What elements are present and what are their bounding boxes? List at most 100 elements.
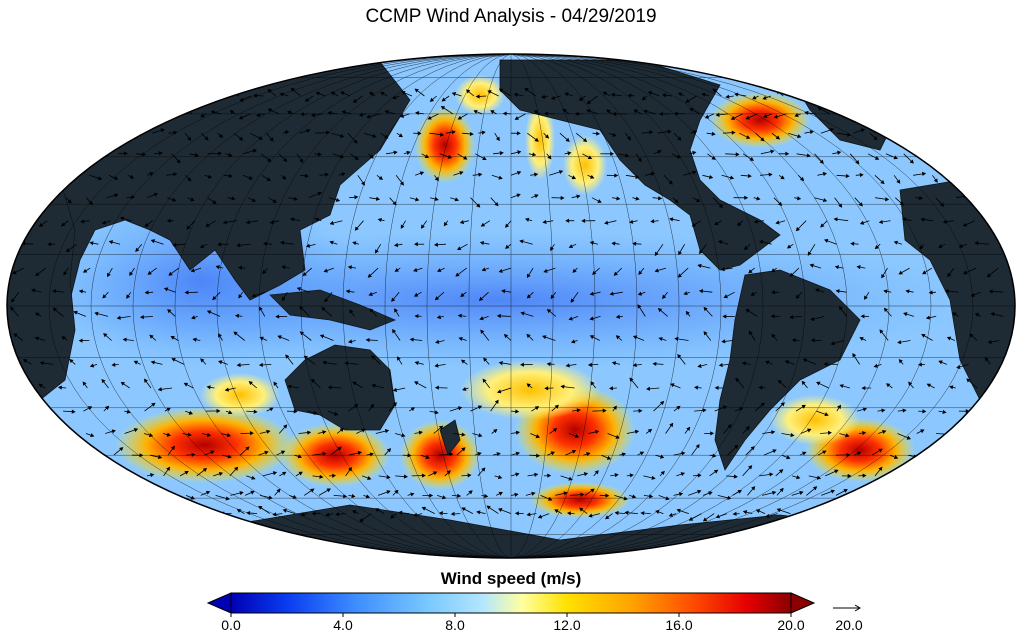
wind-arrow bbox=[739, 132, 751, 139]
wind-arrow bbox=[246, 475, 256, 480]
reference-vector-label: 20.0 bbox=[835, 617, 863, 633]
wind-arrow bbox=[551, 404, 559, 412]
wind-arrow bbox=[459, 219, 469, 225]
wind-arrow bbox=[564, 92, 574, 97]
wind-arrow bbox=[163, 432, 171, 437]
wind-arrow bbox=[799, 451, 807, 456]
wind-arrow bbox=[245, 220, 259, 225]
wind-arrow bbox=[259, 306, 266, 317]
wind-arrow bbox=[542, 219, 554, 225]
wind-arrow bbox=[300, 512, 308, 517]
wind-arrow bbox=[39, 360, 54, 366]
wind-arrow bbox=[530, 433, 540, 439]
wind-arrow bbox=[364, 132, 377, 138]
wind-arrow bbox=[609, 291, 623, 296]
longitude-line bbox=[132, 54, 512, 558]
wind-arrow bbox=[82, 267, 91, 273]
wind-arrow bbox=[340, 91, 351, 97]
south-america-landmass bbox=[714, 269, 861, 471]
wind-arrow bbox=[745, 113, 758, 120]
wind-arrow bbox=[673, 405, 681, 412]
wind-arrow bbox=[632, 335, 645, 341]
wind-arrow bbox=[450, 197, 460, 202]
wind-arrow bbox=[877, 408, 886, 413]
wind-arrow bbox=[280, 174, 287, 180]
wind-arrow bbox=[758, 385, 766, 390]
wind-arrow bbox=[721, 339, 733, 344]
wind-arrow bbox=[809, 263, 822, 269]
wind-arrow bbox=[542, 335, 556, 341]
wind-arrow bbox=[702, 513, 715, 522]
wind-arrow bbox=[592, 131, 601, 136]
wind-arrow bbox=[810, 316, 825, 321]
wind-arrow bbox=[544, 473, 552, 478]
wind-arrow bbox=[572, 267, 578, 273]
wind-arrow bbox=[905, 289, 914, 294]
wind-arrow bbox=[344, 361, 359, 366]
wind-arrow bbox=[550, 243, 555, 251]
wind-arrow bbox=[61, 220, 69, 227]
wind-arrow bbox=[52, 307, 64, 317]
wind-arrow bbox=[502, 111, 512, 116]
wind-arrow bbox=[653, 150, 662, 155]
wind-arrow bbox=[433, 425, 444, 434]
wind-arrow bbox=[737, 220, 744, 227]
wind-arrow bbox=[938, 360, 947, 365]
wind-arrow bbox=[439, 153, 452, 159]
wind-arrow bbox=[240, 431, 254, 436]
colorbar-ticks bbox=[230, 613, 792, 617]
wind-arrow bbox=[637, 451, 645, 456]
wind-arrow bbox=[166, 218, 174, 223]
wind-arrow bbox=[477, 467, 486, 477]
wind-arrow bbox=[592, 267, 600, 275]
wind-arrow bbox=[476, 510, 486, 515]
wind-arrow bbox=[249, 132, 263, 140]
wind-arrow bbox=[755, 509, 766, 514]
wind-arrow bbox=[549, 428, 558, 434]
wind-arrow bbox=[453, 171, 464, 176]
wind-arrow bbox=[792, 475, 801, 480]
wind-arrow bbox=[103, 405, 110, 412]
wind-arrow bbox=[714, 220, 722, 226]
wind-arrow bbox=[850, 241, 859, 246]
wind-arrow bbox=[480, 329, 490, 341]
wind-arrow bbox=[946, 336, 955, 341]
wind-arrow bbox=[762, 430, 776, 435]
wind-arrow bbox=[218, 360, 228, 365]
wind-arrow bbox=[546, 153, 552, 160]
wind-arrow bbox=[795, 220, 807, 232]
wind-arrow bbox=[248, 381, 258, 389]
wind-arrow bbox=[466, 490, 473, 496]
wind-arrow bbox=[403, 150, 411, 155]
wind-arrow bbox=[496, 491, 503, 496]
longitude-line bbox=[468, 54, 512, 558]
wind-arrow bbox=[120, 381, 130, 389]
wind-arrow bbox=[262, 267, 268, 275]
wind-arrow bbox=[348, 339, 356, 344]
wind-arrow bbox=[550, 291, 557, 299]
wind-arrow bbox=[820, 220, 828, 228]
wind-arrow bbox=[903, 153, 914, 164]
wind-arrow bbox=[392, 329, 401, 341]
wind-arrow bbox=[722, 314, 735, 319]
wind-arrow bbox=[357, 175, 366, 186]
wind-arrow bbox=[568, 316, 579, 321]
wind-arrow bbox=[762, 490, 777, 496]
wind-arrow bbox=[389, 197, 397, 206]
wind-arrow bbox=[510, 472, 520, 477]
wind-arrow bbox=[875, 197, 890, 202]
wind-arrow bbox=[541, 94, 549, 99]
wind-arrow bbox=[658, 337, 667, 342]
wind-arrow bbox=[310, 378, 321, 389]
wind-arrow bbox=[147, 267, 157, 275]
africa-landmass bbox=[7, 159, 76, 401]
wind-arrow bbox=[510, 150, 522, 155]
wind-arrow bbox=[408, 407, 415, 412]
wind-arrow bbox=[753, 219, 764, 224]
wind-arrow bbox=[586, 109, 599, 115]
wind-arrow bbox=[333, 494, 348, 499]
wind-arrow bbox=[35, 312, 42, 317]
wind-arrow bbox=[124, 409, 131, 414]
wind-arrow bbox=[549, 170, 564, 176]
wind-arrow bbox=[715, 112, 729, 117]
